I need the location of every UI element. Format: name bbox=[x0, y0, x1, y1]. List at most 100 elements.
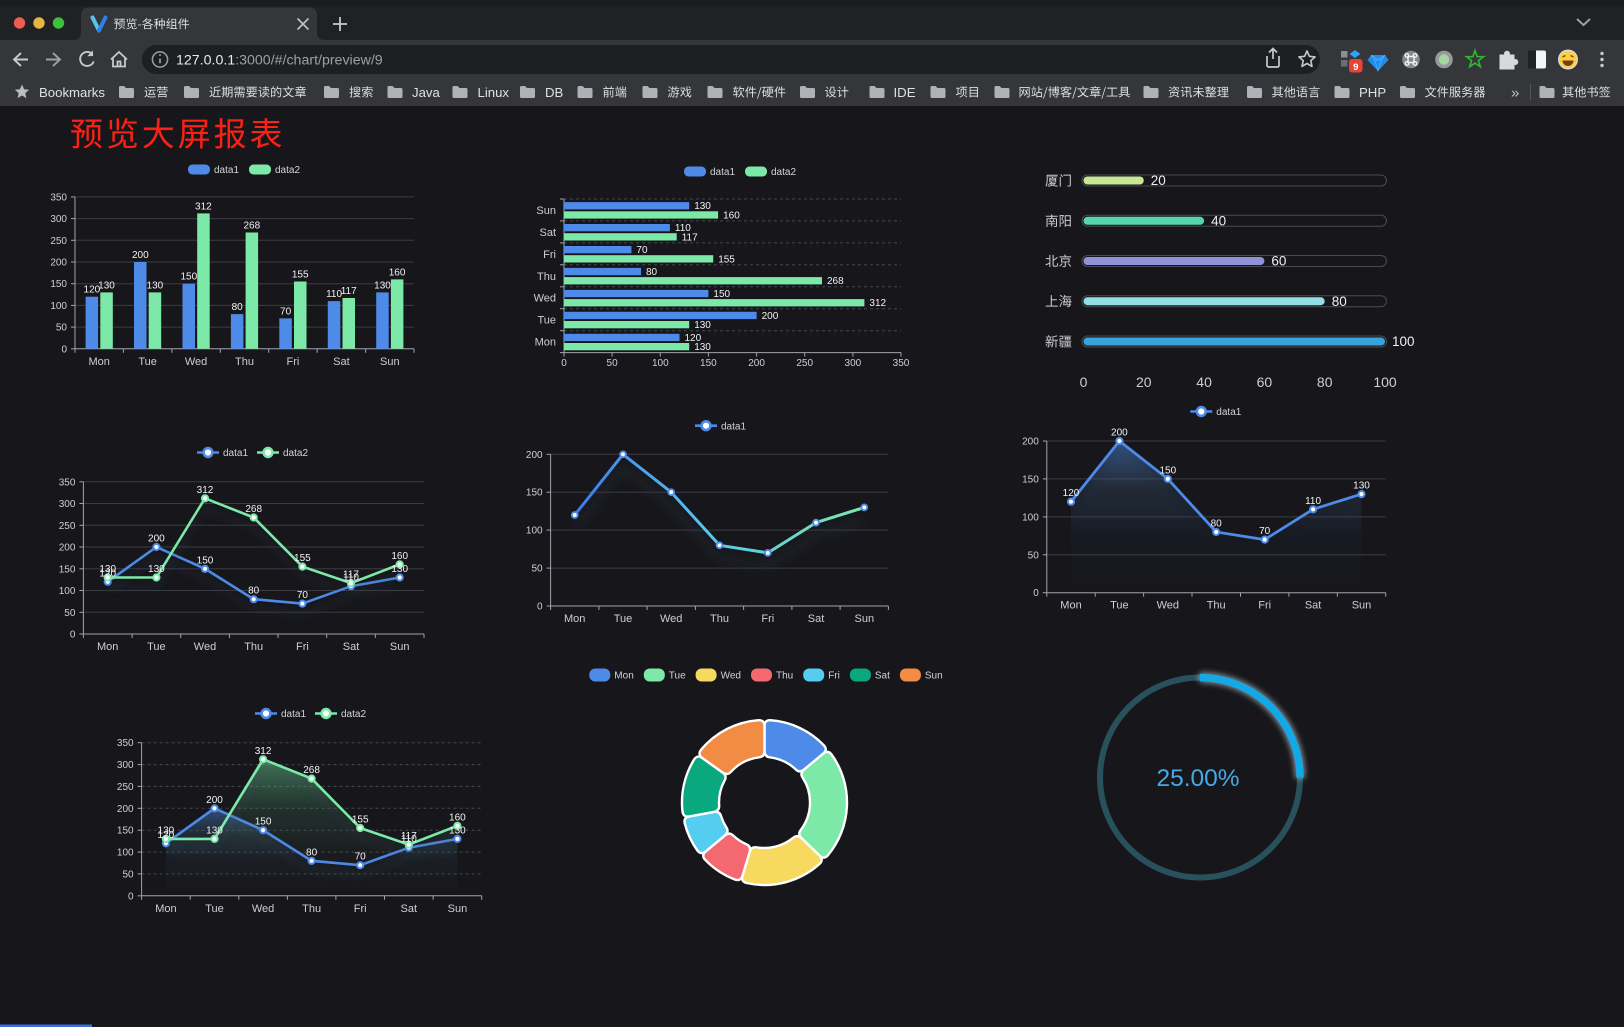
svg-text:150: 150 bbox=[255, 817, 272, 828]
svg-text:Fri: Fri bbox=[761, 613, 774, 625]
svg-text:Sat: Sat bbox=[539, 227, 556, 239]
svg-text:Bookmarks: Bookmarks bbox=[39, 85, 105, 100]
svg-text:Sat: Sat bbox=[808, 613, 825, 625]
svg-text:130: 130 bbox=[148, 564, 165, 575]
svg-text:117: 117 bbox=[343, 570, 359, 581]
svg-text:Tue: Tue bbox=[205, 903, 224, 915]
svg-text:0: 0 bbox=[561, 358, 567, 369]
svg-text:Tue: Tue bbox=[1110, 600, 1129, 612]
svg-text:data2: data2 bbox=[341, 709, 366, 720]
svg-text:Mon: Mon bbox=[88, 356, 109, 368]
svg-text:DB: DB bbox=[545, 85, 564, 100]
svg-text:160: 160 bbox=[389, 267, 406, 278]
svg-text:100: 100 bbox=[526, 526, 543, 537]
svg-text:80: 80 bbox=[232, 302, 244, 313]
svg-text:130: 130 bbox=[99, 564, 116, 575]
svg-text:20: 20 bbox=[1136, 374, 1152, 390]
svg-text:Sat: Sat bbox=[333, 356, 350, 368]
svg-text:300: 300 bbox=[845, 358, 862, 369]
svg-text:268: 268 bbox=[827, 276, 844, 287]
svg-text:150: 150 bbox=[700, 358, 717, 369]
svg-text:312: 312 bbox=[197, 485, 214, 496]
svg-text:130: 130 bbox=[694, 342, 711, 353]
svg-text:155: 155 bbox=[352, 815, 369, 826]
svg-text:80: 80 bbox=[1317, 374, 1333, 390]
svg-text:160: 160 bbox=[449, 812, 466, 823]
svg-text:117: 117 bbox=[401, 831, 417, 842]
svg-text:117: 117 bbox=[682, 232, 698, 243]
svg-text:data1: data1 bbox=[223, 448, 248, 459]
svg-text:350: 350 bbox=[59, 477, 76, 488]
svg-text:130: 130 bbox=[147, 280, 164, 291]
svg-text:80: 80 bbox=[1332, 294, 1347, 309]
svg-text:70: 70 bbox=[280, 306, 292, 317]
svg-text:250: 250 bbox=[796, 358, 813, 369]
svg-text:40: 40 bbox=[1211, 213, 1226, 228]
svg-text:Sun: Sun bbox=[855, 613, 875, 625]
svg-text:70: 70 bbox=[355, 852, 367, 863]
svg-text:Mon: Mon bbox=[155, 903, 176, 915]
svg-text:data1: data1 bbox=[214, 165, 239, 176]
svg-text:Thu: Thu bbox=[537, 271, 556, 283]
svg-text:50: 50 bbox=[607, 358, 619, 369]
svg-text:127.0.0.1: 127.0.0.1 bbox=[176, 53, 235, 69]
svg-text:350: 350 bbox=[50, 192, 67, 203]
svg-text:data2: data2 bbox=[771, 167, 796, 178]
svg-text:200: 200 bbox=[1111, 428, 1128, 439]
svg-text:100: 100 bbox=[50, 301, 67, 312]
svg-text:Sun: Sun bbox=[925, 671, 943, 682]
svg-text:150: 150 bbox=[180, 272, 197, 283]
svg-text:110: 110 bbox=[401, 834, 417, 845]
svg-text:130: 130 bbox=[694, 201, 711, 212]
svg-text:100: 100 bbox=[652, 358, 669, 369]
svg-text:Tue: Tue bbox=[537, 315, 556, 327]
svg-text:250: 250 bbox=[50, 236, 67, 247]
svg-text:130: 130 bbox=[694, 320, 711, 331]
svg-text:150: 150 bbox=[1159, 465, 1176, 476]
svg-text:data2: data2 bbox=[275, 165, 300, 176]
svg-text:300: 300 bbox=[50, 214, 67, 225]
svg-text:0: 0 bbox=[1080, 374, 1088, 390]
svg-text:25.00%: 25.00% bbox=[1156, 765, 1239, 792]
svg-text:160: 160 bbox=[723, 210, 740, 221]
svg-text:150: 150 bbox=[526, 488, 543, 499]
svg-text:117: 117 bbox=[341, 286, 357, 297]
svg-text:200: 200 bbox=[206, 795, 223, 806]
svg-text:Thu: Thu bbox=[244, 641, 263, 653]
svg-text:IDE: IDE bbox=[894, 85, 916, 100]
svg-text:120: 120 bbox=[685, 333, 702, 344]
svg-text:Fri: Fri bbox=[828, 671, 840, 682]
svg-text:70: 70 bbox=[1259, 526, 1271, 537]
svg-text:200: 200 bbox=[117, 804, 134, 815]
svg-text:350: 350 bbox=[893, 358, 910, 369]
svg-text:data1: data1 bbox=[281, 709, 306, 720]
svg-text:40: 40 bbox=[1196, 374, 1212, 390]
svg-text:312: 312 bbox=[195, 201, 212, 212]
svg-text:Fri: Fri bbox=[296, 641, 309, 653]
svg-text:Fri: Fri bbox=[1258, 600, 1271, 612]
svg-text:130: 130 bbox=[1353, 481, 1370, 492]
svg-text:150: 150 bbox=[117, 826, 134, 837]
svg-text:155: 155 bbox=[718, 254, 735, 265]
svg-text:120: 120 bbox=[84, 285, 101, 296]
svg-text:80: 80 bbox=[306, 847, 318, 858]
svg-text:Tue: Tue bbox=[614, 613, 633, 625]
svg-text:Sun: Sun bbox=[390, 641, 410, 653]
svg-text:Sun: Sun bbox=[536, 205, 556, 217]
svg-text:120: 120 bbox=[99, 568, 116, 579]
svg-text:312: 312 bbox=[869, 298, 886, 309]
svg-text:Fri: Fri bbox=[354, 903, 367, 915]
svg-text:80: 80 bbox=[248, 586, 260, 597]
svg-text:130: 130 bbox=[391, 564, 408, 575]
svg-text:Tue: Tue bbox=[669, 671, 686, 682]
svg-text:250: 250 bbox=[117, 782, 134, 793]
svg-text:70: 70 bbox=[636, 245, 648, 256]
svg-text:200: 200 bbox=[526, 450, 543, 461]
svg-text:300: 300 bbox=[117, 760, 134, 771]
svg-text:Mon: Mon bbox=[535, 337, 556, 349]
svg-text:Sat: Sat bbox=[1305, 600, 1322, 612]
svg-text:Wed: Wed bbox=[194, 641, 216, 653]
svg-text:0: 0 bbox=[1033, 588, 1039, 599]
svg-text:100: 100 bbox=[59, 586, 76, 597]
svg-text:50: 50 bbox=[64, 608, 76, 619]
